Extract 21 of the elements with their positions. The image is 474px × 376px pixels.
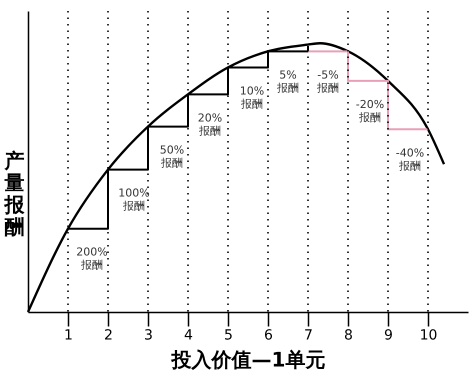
x-tick-label: 7 [304,328,313,344]
annotation: -20% 报酬 [356,98,384,124]
x-tick-label: 6 [264,328,274,344]
y-axis-title: 产量报酬 [4,148,26,238]
annotation: -40% 报酬 [396,146,424,172]
x-tick-label: 10 [420,328,438,344]
x-tick-label: 1 [64,328,73,344]
annotation: 5% 报酬 [276,68,299,94]
x-tick-label: 3 [144,328,153,344]
annotation: 20% 报酬 [198,111,222,138]
annotation: 50% 报酬 [160,144,184,170]
x-tick-label: 8 [344,328,353,344]
x-tick-label: 5 [224,328,233,344]
x-tick-label: 4 [184,328,194,344]
x-tick-label: 9 [384,328,393,344]
annotation: 200% 报酬 [76,246,108,272]
x-axis-title: 投入价值—1单元 [170,348,326,372]
x-tick-label: 2 [104,328,113,344]
annotation: 10% 报酬 [240,84,264,110]
annotation: 100% 报酬 [118,186,150,213]
annotation: -5% 报酬 [316,68,339,94]
